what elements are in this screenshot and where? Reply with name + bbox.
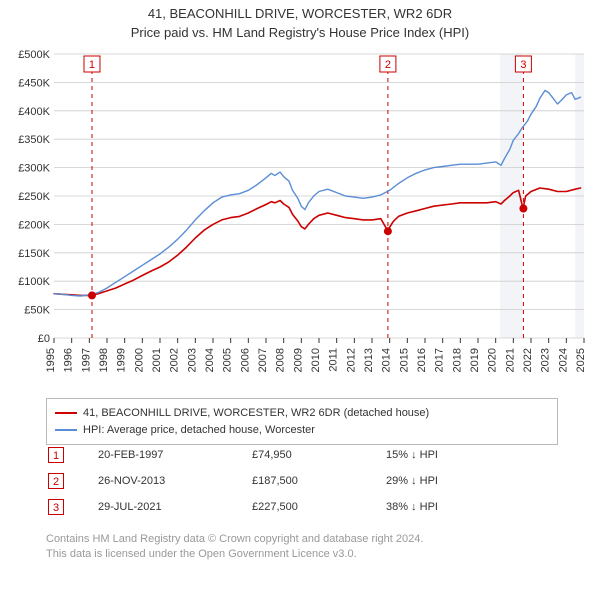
svg-text:2005: 2005 — [222, 348, 234, 372]
svg-text:2014: 2014 — [381, 348, 393, 372]
svg-text:2019: 2019 — [469, 348, 481, 372]
svg-text:2010: 2010 — [310, 348, 322, 372]
chart-container: 41, BEACONHILL DRIVE, WORCESTER, WR2 6DR… — [0, 0, 600, 590]
marker-diff-1: 15% ↓ HPI — [386, 449, 496, 461]
svg-text:2012: 2012 — [345, 348, 357, 372]
svg-text:2006: 2006 — [239, 348, 251, 372]
svg-text:2003: 2003 — [186, 348, 198, 372]
markers-table: 1 20-FEB-1997 £74,950 15% ↓ HPI 2 26-NOV… — [46, 442, 558, 520]
title-sub: Price paid vs. HM Land Registry's House … — [0, 25, 600, 42]
svg-text:1997: 1997 — [80, 348, 92, 372]
marker-price-2: £187,500 — [252, 475, 352, 487]
svg-text:2022: 2022 — [522, 348, 534, 372]
chart-svg: £0 £50K £100K £150K £200K £250K £300K £350K £400… — [8, 48, 592, 388]
svg-text:1: 1 — [89, 59, 95, 71]
marker-diff-3: 38% ↓ HPI — [386, 501, 496, 513]
footer: Contains HM Land Registry data © Crown c… — [46, 532, 566, 562]
footer-line-1: Contains HM Land Registry data © Crown c… — [46, 532, 566, 547]
legend: 41, BEACONHILL DRIVE, WORCESTER, WR2 6DR… — [46, 398, 558, 445]
marker-row-2: 2 26-NOV-2013 £187,500 29% ↓ HPI — [46, 468, 558, 494]
svg-text:2017: 2017 — [434, 348, 446, 372]
svg-text:3: 3 — [520, 59, 526, 71]
svg-text:2009: 2009 — [292, 348, 304, 372]
svg-text:£0: £0 — [38, 333, 50, 345]
marker-date-1: 20-FEB-1997 — [98, 449, 218, 461]
svg-text:£400K: £400K — [18, 106, 50, 118]
svg-text:2015: 2015 — [398, 348, 410, 372]
svg-text:1996: 1996 — [63, 348, 75, 372]
legend-label-hpi: HPI: Average price, detached house, Worc… — [83, 422, 315, 439]
svg-text:2024: 2024 — [557, 348, 569, 372]
svg-text:2: 2 — [385, 59, 391, 71]
marker-date-3: 29-JUL-2021 — [98, 501, 218, 513]
legend-row-hpi: HPI: Average price, detached house, Worc… — [55, 422, 549, 439]
svg-text:1995: 1995 — [45, 348, 57, 372]
svg-text:1998: 1998 — [98, 348, 110, 372]
svg-text:£500K: £500K — [18, 49, 50, 61]
svg-text:2018: 2018 — [451, 348, 463, 372]
marker-badge-1: 1 — [48, 447, 64, 463]
legend-swatch-property — [55, 412, 77, 414]
title-main: 41, BEACONHILL DRIVE, WORCESTER, WR2 6DR — [0, 6, 600, 23]
svg-text:£300K: £300K — [18, 163, 50, 175]
svg-text:2021: 2021 — [504, 348, 516, 372]
marker-price-3: £227,500 — [252, 501, 352, 513]
marker-badge-3: 3 — [48, 499, 64, 515]
marker-row-1: 1 20-FEB-1997 £74,950 15% ↓ HPI — [46, 442, 558, 468]
marker-price-1: £74,950 — [252, 449, 352, 461]
legend-row-property: 41, BEACONHILL DRIVE, WORCESTER, WR2 6DR… — [55, 405, 549, 422]
titles: 41, BEACONHILL DRIVE, WORCESTER, WR2 6DR… — [0, 0, 600, 42]
svg-text:2000: 2000 — [133, 348, 145, 372]
svg-text:2023: 2023 — [540, 348, 552, 372]
svg-text:£250K: £250K — [18, 191, 50, 203]
footer-line-2: This data is licensed under the Open Gov… — [46, 547, 566, 562]
svg-text:2016: 2016 — [416, 348, 428, 372]
svg-text:£50K: £50K — [24, 305, 50, 317]
svg-text:£100K: £100K — [18, 276, 50, 288]
marker-row-3: 3 29-JUL-2021 £227,500 38% ↓ HPI — [46, 494, 558, 520]
svg-text:2020: 2020 — [487, 348, 499, 372]
svg-text:£450K: £450K — [18, 77, 50, 89]
svg-text:2025: 2025 — [575, 348, 587, 372]
svg-text:£150K: £150K — [18, 248, 50, 260]
marker-date-2: 26-NOV-2013 — [98, 475, 218, 487]
svg-text:2001: 2001 — [151, 348, 163, 372]
chart-area: £0 £50K £100K £150K £200K £250K £300K £350K £400… — [8, 48, 592, 388]
marker-badge-2: 2 — [48, 473, 64, 489]
svg-text:2007: 2007 — [257, 348, 269, 372]
svg-text:2002: 2002 — [169, 348, 181, 372]
legend-label-property: 41, BEACONHILL DRIVE, WORCESTER, WR2 6DR… — [83, 405, 429, 422]
svg-text:2008: 2008 — [275, 348, 287, 372]
svg-text:2011: 2011 — [328, 348, 340, 372]
svg-text:£350K: £350K — [18, 134, 50, 146]
svg-text:1999: 1999 — [116, 348, 128, 372]
legend-swatch-hpi — [55, 429, 77, 431]
marker-diff-2: 29% ↓ HPI — [386, 475, 496, 487]
svg-text:2013: 2013 — [363, 348, 375, 372]
svg-text:2004: 2004 — [204, 348, 216, 372]
svg-text:£200K: £200K — [18, 219, 50, 231]
